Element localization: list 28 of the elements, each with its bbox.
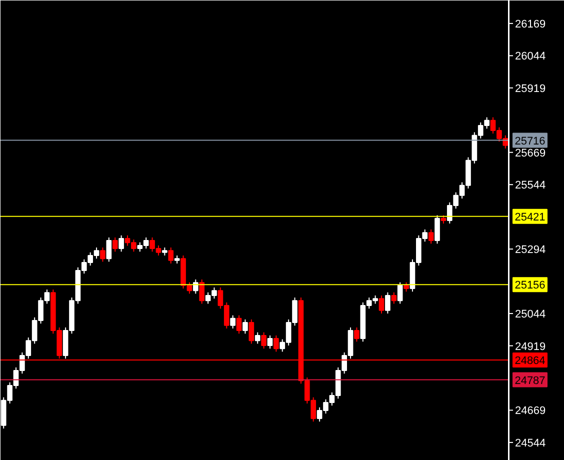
y-tick-label: 25294 — [515, 244, 546, 256]
candlestick — [192, 278, 198, 294]
ref-line-label: 24787 — [514, 374, 546, 387]
y-tick-label: 26169 — [515, 18, 546, 30]
candlestick — [428, 228, 434, 244]
candlestick — [236, 314, 242, 334]
y-tick-label: 25544 — [515, 180, 546, 192]
y-tick-label: 25919 — [515, 82, 546, 95]
y-tick-label: 24669 — [515, 405, 546, 418]
candlestick — [168, 247, 174, 264]
y-tick-label: 25044 — [515, 308, 546, 321]
candlestick — [397, 282, 403, 304]
candlestick — [106, 236, 112, 262]
y-tick-label: 25669 — [515, 147, 546, 160]
y-tick-label: 24919 — [515, 340, 546, 353]
candlestick — [248, 318, 254, 344]
y-tick-label: 24544 — [515, 437, 546, 450]
candlestick — [267, 334, 273, 350]
candlestick — [254, 332, 260, 344]
ref-line-label: 24864 — [514, 354, 546, 367]
y-tick-label: 26044 — [515, 50, 546, 63]
candlestick — [378, 294, 384, 314]
candlestick — [112, 236, 118, 252]
candlestick — [391, 292, 397, 304]
candlestick — [199, 278, 205, 304]
ref-line-label: 25716 — [514, 135, 546, 148]
ref-line-label: 25421 — [514, 211, 546, 224]
ref-line-label: 25156 — [514, 280, 546, 292]
